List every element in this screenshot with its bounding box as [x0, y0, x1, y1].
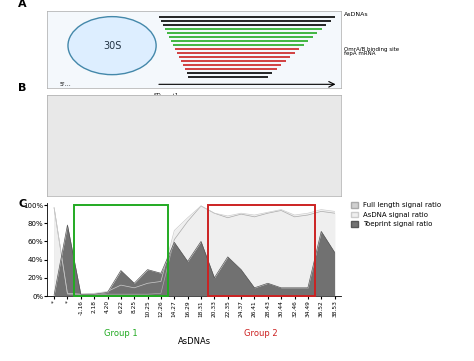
Text: fepA mRNA: fepA mRNA [344, 51, 376, 56]
Text: B: B [18, 83, 27, 93]
Text: SD: SD [153, 93, 161, 99]
Text: A: A [18, 0, 27, 9]
Text: Group 2: Group 2 [244, 329, 278, 338]
Text: +1: +1 [171, 93, 179, 99]
Text: 30S: 30S [103, 41, 121, 51]
Legend: Full length signal ratio, AsDNA signal ratio, Toeprint signal ratio: Full length signal ratio, AsDNA signal r… [351, 202, 441, 227]
Text: AsDNAs: AsDNAs [344, 12, 369, 17]
Text: Group 1: Group 1 [104, 329, 137, 338]
Text: OmrA/B binding site: OmrA/B binding site [344, 47, 399, 52]
Text: C: C [18, 199, 26, 209]
Ellipse shape [68, 17, 156, 75]
X-axis label: AsDNAs: AsDNAs [178, 336, 211, 345]
Text: 5'...: 5'... [59, 82, 71, 87]
Bar [74, 205, 168, 296]
Bar [208, 205, 315, 296]
